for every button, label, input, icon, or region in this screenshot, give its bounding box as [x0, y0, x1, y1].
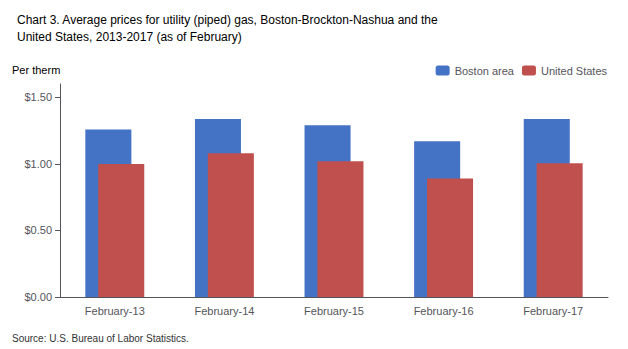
svg-text:$1.00: $1.00	[24, 158, 52, 170]
svg-text:$0.00: $0.00	[24, 291, 52, 303]
svg-text:February-15: February-15	[304, 305, 364, 317]
svg-text:February-17: February-17	[523, 305, 583, 317]
svg-text:Chart 3. Average prices for ut: Chart 3. Average prices for utility (pip…	[17, 13, 438, 27]
svg-text:$0.50: $0.50	[24, 224, 52, 236]
svg-text:Per therm: Per therm	[12, 64, 60, 76]
svg-text:February-16: February-16	[414, 305, 474, 317]
svg-text:$1.50: $1.50	[24, 91, 52, 103]
svg-text:Source: U.S. Bureau of Labor S: Source: U.S. Bureau of Labor Statistics.	[12, 333, 189, 344]
svg-text:United States, 2013-2017 (as o: United States, 2013-2017 (as of February…	[17, 30, 242, 44]
svg-text:Boston area: Boston area	[455, 65, 515, 77]
svg-text:February-13: February-13	[85, 305, 145, 317]
svg-text:United States: United States	[541, 65, 608, 77]
svg-text:February-14: February-14	[194, 305, 254, 317]
